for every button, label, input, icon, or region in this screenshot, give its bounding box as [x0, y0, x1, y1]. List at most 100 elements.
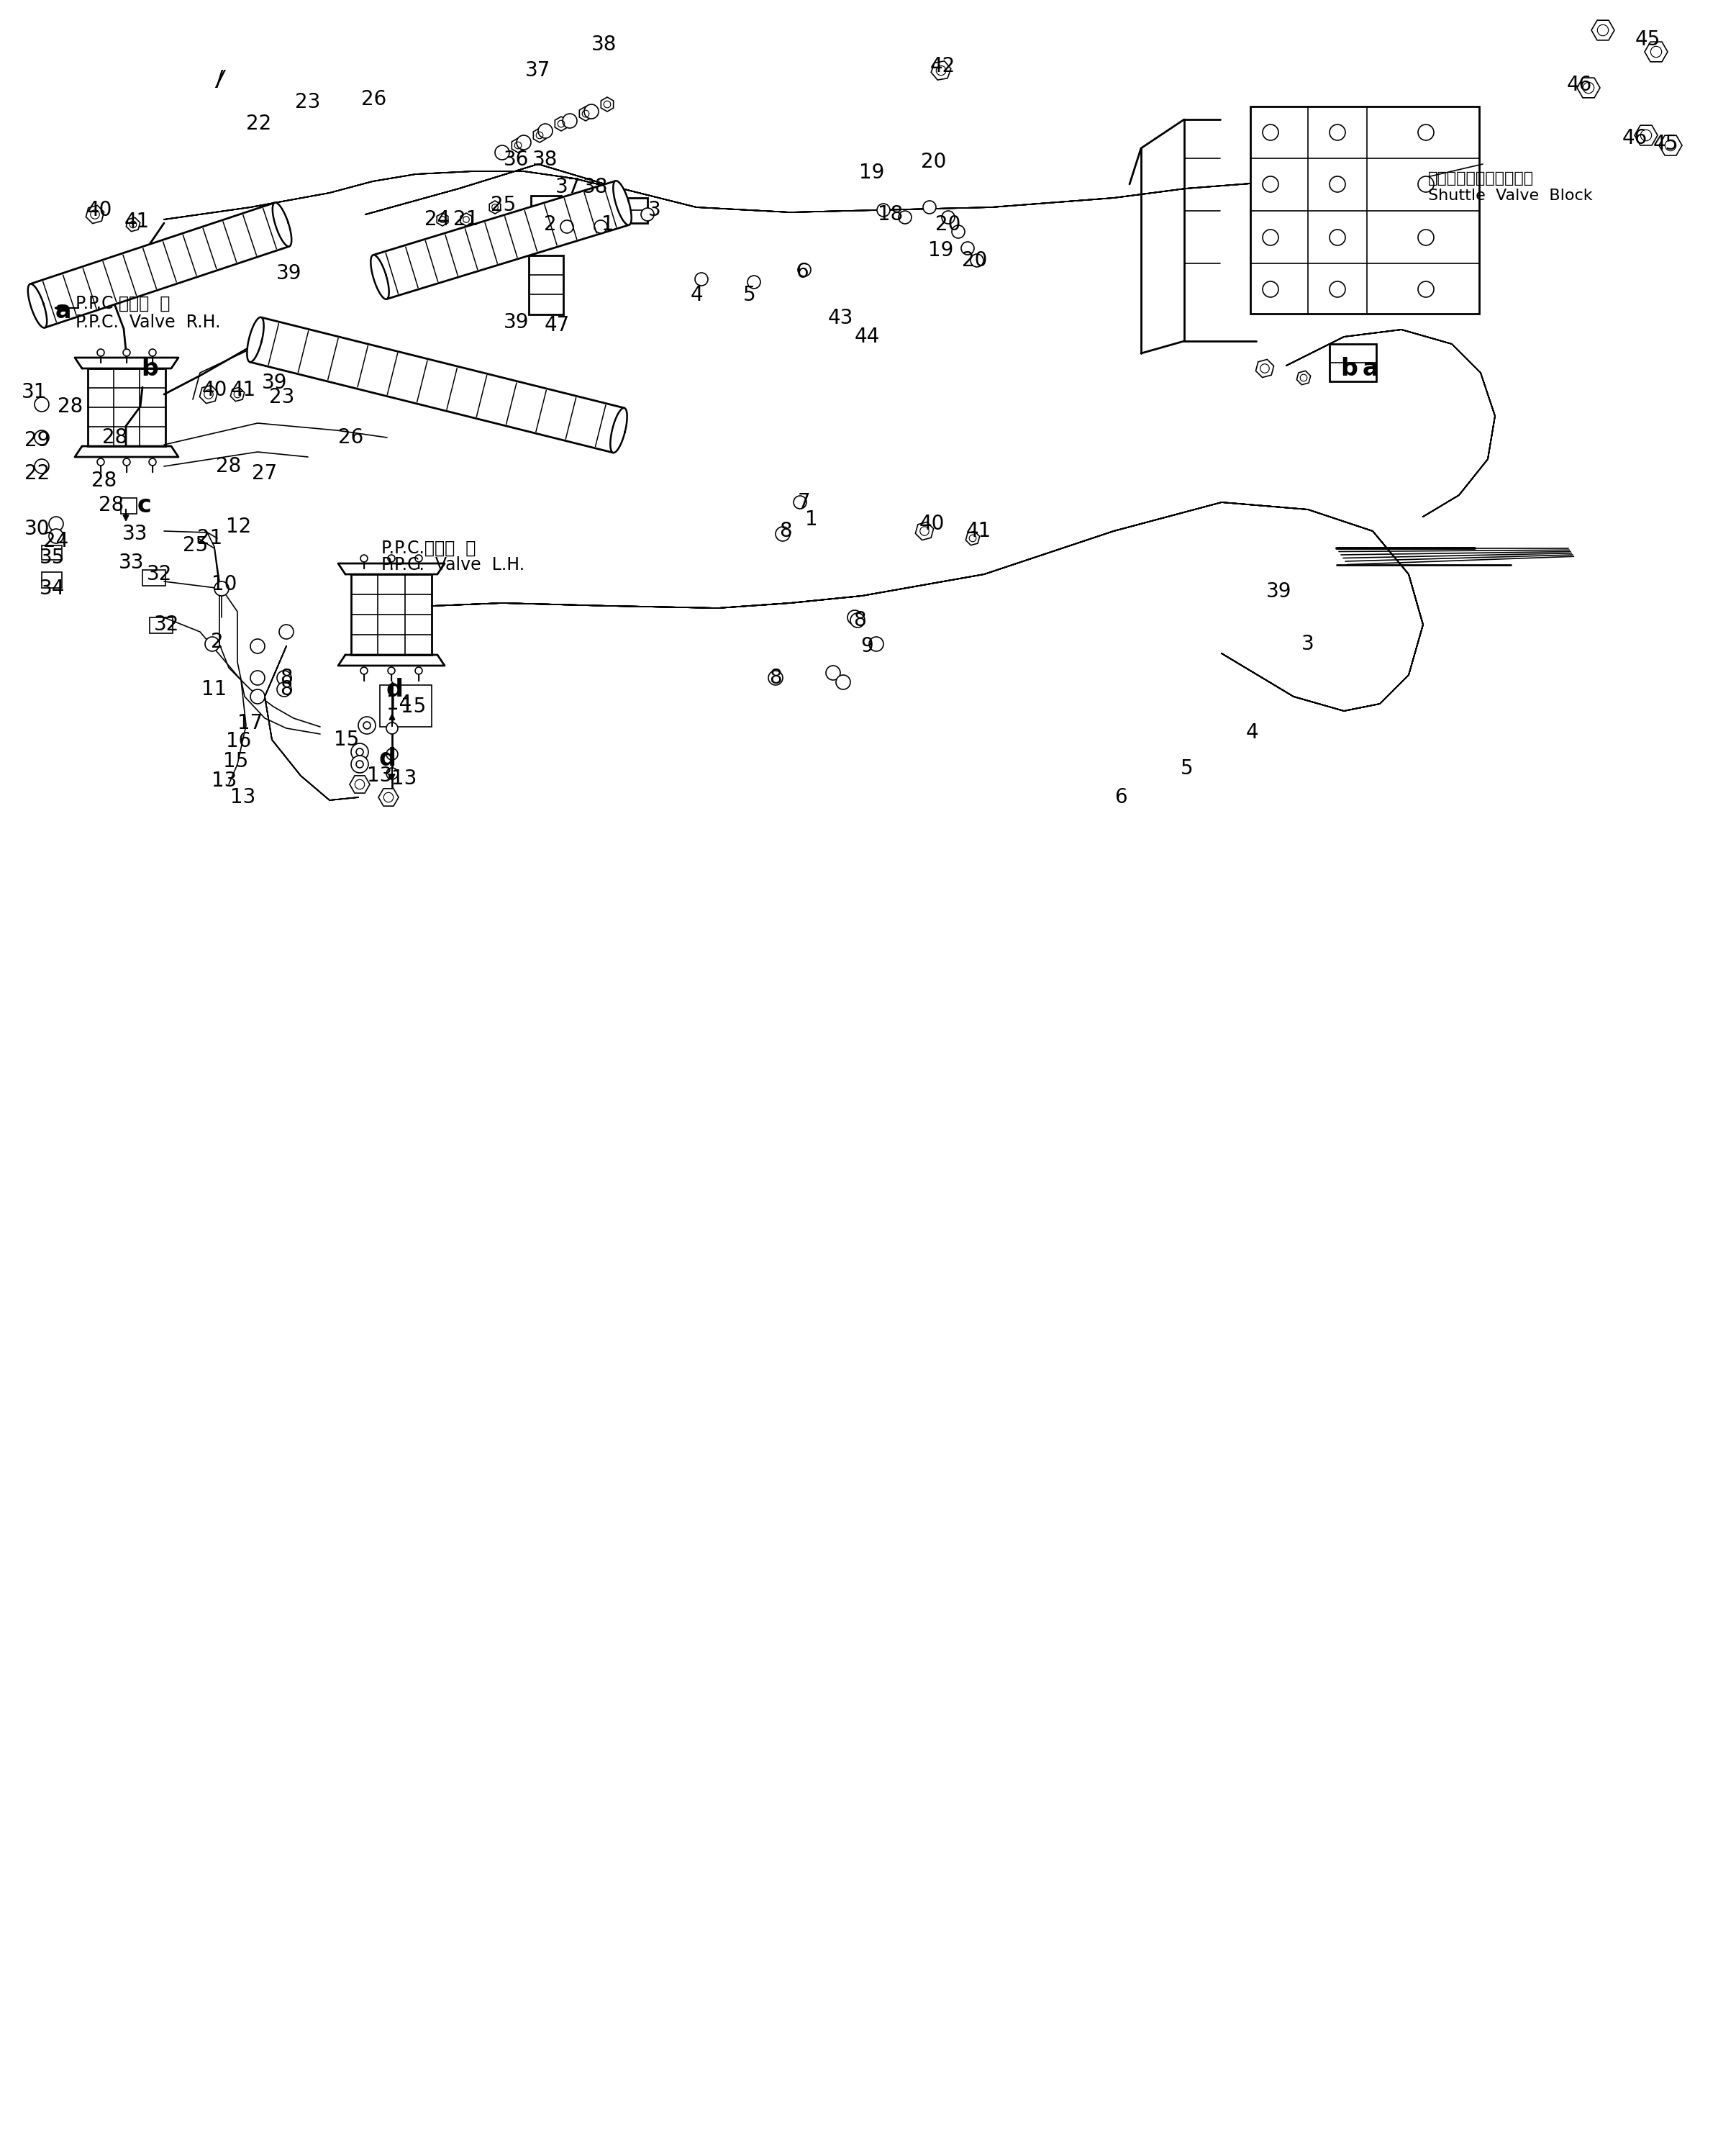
Polygon shape	[930, 60, 951, 79]
Text: 43: 43	[828, 309, 852, 328]
Circle shape	[415, 555, 422, 561]
Text: /: /	[215, 69, 224, 90]
Text: 31: 31	[23, 381, 47, 403]
Text: 28: 28	[215, 456, 241, 476]
Polygon shape	[512, 137, 524, 152]
Bar	[142, 570, 165, 585]
Text: 7: 7	[799, 493, 811, 512]
Text: 11: 11	[201, 679, 227, 699]
Bar	[1250, 107, 1479, 313]
Text: 3: 3	[1302, 634, 1314, 654]
Circle shape	[387, 666, 394, 675]
Text: 23: 23	[269, 388, 295, 407]
Text: 41: 41	[965, 521, 991, 542]
Text: 25: 25	[491, 195, 516, 214]
Text: 45: 45	[1653, 133, 1679, 154]
Bar	[89, 369, 165, 446]
Text: 8: 8	[779, 521, 792, 542]
Circle shape	[899, 210, 911, 223]
Text: 46: 46	[1566, 75, 1592, 94]
Text: 6: 6	[795, 261, 809, 283]
Text: 26: 26	[339, 426, 365, 448]
Text: 33: 33	[118, 553, 144, 572]
Circle shape	[826, 666, 840, 679]
Polygon shape	[28, 283, 47, 328]
Polygon shape	[30, 204, 290, 328]
Circle shape	[1262, 176, 1278, 193]
Polygon shape	[965, 531, 979, 544]
Polygon shape	[1592, 19, 1614, 41]
Text: P.P.C.  Valve  L.H.: P.P.C. Valve L.H.	[382, 557, 524, 574]
Text: 22: 22	[247, 114, 271, 133]
Polygon shape	[556, 116, 568, 131]
Circle shape	[123, 349, 130, 356]
Circle shape	[387, 767, 398, 780]
Text: 45: 45	[1635, 30, 1660, 49]
Circle shape	[793, 495, 807, 508]
Text: 40: 40	[201, 379, 227, 401]
Circle shape	[250, 639, 266, 654]
Circle shape	[962, 242, 974, 255]
Bar	[380, 686, 432, 726]
Text: 38: 38	[592, 34, 616, 56]
Bar	[618, 197, 648, 223]
Text: 1: 1	[602, 214, 615, 234]
Circle shape	[594, 221, 608, 234]
Polygon shape	[490, 201, 500, 214]
Text: シャトルバルブブロック: シャトルバルブブロック	[1429, 171, 1535, 186]
Text: 21: 21	[453, 210, 479, 229]
Text: 40: 40	[918, 514, 944, 534]
Text: b: b	[141, 356, 158, 379]
Bar	[529, 255, 562, 315]
Text: 33: 33	[123, 523, 148, 544]
Text: /: /	[215, 69, 224, 90]
Bar	[42, 572, 62, 587]
Text: P.P.C.バルブ  右: P.P.C.バルブ 右	[76, 296, 170, 313]
Circle shape	[847, 611, 861, 624]
Polygon shape	[1644, 43, 1668, 62]
Circle shape	[538, 124, 552, 137]
Circle shape	[387, 722, 398, 735]
Text: 22: 22	[24, 463, 50, 484]
Text: Shuttle  Valve  Block: Shuttle Valve Block	[1429, 189, 1592, 204]
Text: 24: 24	[43, 531, 69, 551]
Text: 8: 8	[769, 669, 781, 688]
Text: 4: 4	[1245, 722, 1259, 744]
Circle shape	[941, 210, 955, 223]
Circle shape	[278, 671, 292, 686]
Text: 36: 36	[503, 150, 529, 169]
Polygon shape	[1297, 371, 1311, 386]
Circle shape	[205, 636, 219, 651]
Text: 28: 28	[99, 495, 125, 514]
Circle shape	[924, 201, 936, 214]
Circle shape	[278, 681, 292, 696]
Text: 37: 37	[556, 178, 582, 197]
Bar	[531, 195, 561, 221]
Text: 13: 13	[366, 765, 392, 786]
Polygon shape	[247, 317, 264, 362]
Text: 2: 2	[212, 632, 224, 651]
Circle shape	[1330, 229, 1345, 246]
Text: 28: 28	[92, 471, 116, 491]
Polygon shape	[460, 212, 472, 225]
Circle shape	[279, 624, 293, 639]
Circle shape	[97, 349, 104, 356]
Polygon shape	[273, 204, 292, 246]
Circle shape	[35, 459, 49, 474]
Bar	[1330, 345, 1377, 381]
Text: 35: 35	[40, 549, 66, 568]
Text: 39: 39	[262, 373, 288, 392]
Polygon shape	[378, 789, 399, 806]
Circle shape	[1418, 229, 1434, 246]
Text: 15: 15	[401, 696, 427, 716]
Text: 6: 6	[1115, 786, 1127, 808]
Circle shape	[1330, 124, 1345, 139]
Circle shape	[1262, 229, 1278, 246]
Circle shape	[387, 748, 398, 761]
Polygon shape	[349, 776, 370, 793]
Text: 19: 19	[859, 163, 885, 182]
Text: 32: 32	[155, 615, 179, 634]
Text: 8: 8	[279, 669, 293, 688]
Circle shape	[585, 105, 599, 118]
Text: 47: 47	[543, 315, 569, 334]
